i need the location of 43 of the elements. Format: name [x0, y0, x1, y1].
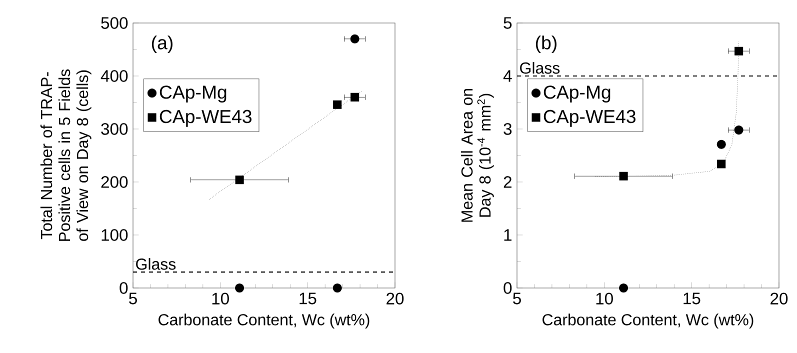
annotation: (b) [536, 36, 556, 54]
y-tick-label: 4 [503, 70, 512, 82]
y-tick-label: 2 [504, 176, 512, 188]
point [716, 140, 726, 149]
legend-label: CAp-WE43 [160, 110, 252, 127]
y-tick-label: 3 [504, 123, 512, 135]
legend-label: CAp-Mg [160, 86, 226, 102]
y-tick-label: 500 [101, 17, 128, 29]
legend-label: CAp-WE43 [544, 110, 636, 127]
point [235, 283, 244, 293]
x-axis-title: Carbonate Content, Wc (wt%) [542, 314, 754, 329]
x-tick-label: 10 [212, 292, 229, 304]
point [350, 92, 360, 102]
y-tick-label: 300 [101, 123, 128, 135]
ref-line-label: Glass [136, 258, 176, 270]
y-tick-label: 5 [504, 17, 512, 29]
x-tick-label: 10 [596, 292, 613, 304]
y-tick-label: 0 [504, 282, 512, 294]
x-axis-title: Carbonate Content, Wc (wt%) [158, 314, 370, 329]
y-tick-label: 400 [100, 70, 128, 82]
annotation: (a) [152, 36, 172, 54]
x-tick-label: 15 [300, 292, 316, 304]
y-tick-label: 200 [101, 176, 128, 188]
point [717, 160, 726, 168]
y-axis-title: Total Number of TRAP-Positive cells in 5 Fields of View on Day 8 (cells) [40, 69, 92, 241]
y-tick-label: 1 [504, 229, 512, 241]
x-tick-label: 5 [129, 292, 137, 304]
point [619, 172, 628, 180]
y-tick-label: 100 [102, 229, 128, 241]
ref-line-label: Glass [520, 62, 560, 74]
point [332, 283, 342, 293]
point [235, 176, 244, 184]
point [619, 283, 628, 293]
legend-label: CAp-Mg [544, 86, 610, 102]
x-tick-label: 20 [386, 292, 404, 304]
point [350, 34, 360, 44]
x-tick-label: 20 [770, 292, 788, 304]
y-tick-label: 0 [120, 282, 128, 294]
point [734, 46, 744, 56]
point [333, 100, 342, 109]
x-tick-label: 15 [684, 292, 700, 304]
point [734, 126, 744, 135]
x-tick-label: 5 [513, 292, 521, 304]
